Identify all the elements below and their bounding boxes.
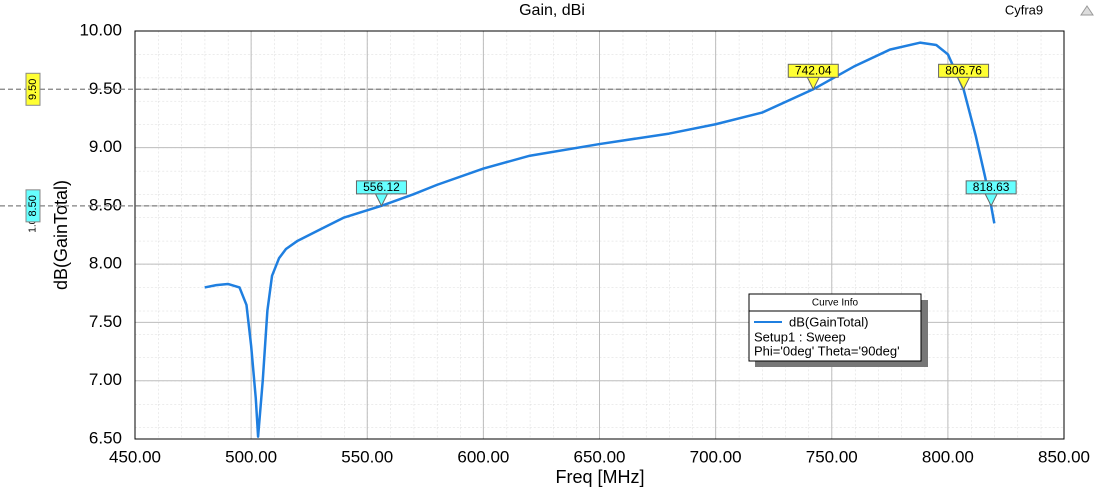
x-tick-label: 700.00 — [690, 447, 742, 466]
reference-label-box — [25, 189, 41, 223]
y-tick-label: 6.50 — [89, 428, 122, 447]
corner-label: Cyfra9 — [1005, 2, 1043, 17]
y-tick-label: 8.50 — [89, 195, 122, 214]
y-tick-label: 10.00 — [79, 20, 122, 39]
series-line — [204, 41, 996, 438]
reference-label: 9.50 — [27, 79, 39, 100]
x-tick-label: 850.00 — [1038, 447, 1090, 466]
x-tick-label: 750.00 — [806, 447, 858, 466]
y-tick-label: 7.50 — [89, 312, 122, 331]
y-tick-label: 7.00 — [89, 370, 122, 389]
x-tick-label: 500.00 — [225, 447, 277, 466]
y-tick-label: 8.00 — [89, 254, 122, 273]
legend-note: Phi='0deg' Theta='90deg' — [754, 343, 900, 358]
x-tick-label: 600.00 — [457, 447, 509, 466]
reference-label-box — [25, 72, 41, 106]
legend-label: dB(GainTotal) — [789, 314, 868, 329]
x-axis-label: Freq [MHz] — [555, 467, 644, 487]
marker-label: 818.63 — [973, 180, 1010, 194]
x-tick-label: 800.00 — [922, 447, 974, 466]
marker-label-box — [965, 180, 1017, 195]
marker-label: 556.12 — [363, 180, 400, 194]
corner-icon — [1080, 5, 1094, 16]
x-tick-label: 650.00 — [574, 447, 626, 466]
marker-label: 806.76 — [945, 63, 982, 77]
hline-note: 1.00 — [28, 213, 39, 233]
marker-label-box — [787, 63, 839, 78]
legend-note: Setup1 : Sweep — [754, 329, 846, 344]
marker-label: 742.04 — [795, 63, 832, 77]
plot-frame — [134, 30, 1065, 440]
legend: Curve Info dB(GainTotal)Setup1 : SweepPhi… — [748, 293, 928, 367]
reference-label: 8.50 — [27, 195, 39, 216]
legend-title: Curve Info — [812, 298, 859, 309]
plot-layer: 450.00 500.00 550.00 600.00 650.00 700.00 750.… — [0, 20, 1090, 466]
chart-title: Gain, dBi — [519, 2, 585, 19]
legend-box — [748, 293, 922, 362]
x-tick-label: 550.00 — [341, 447, 393, 466]
y-tick-label: 9.00 — [89, 137, 122, 156]
marker-label-box — [355, 180, 407, 195]
x-tick-label: 450.00 — [109, 447, 161, 466]
y-axis-label: dB(GainTotal) — [51, 180, 71, 290]
y-tick-label: 9.50 — [89, 79, 122, 98]
marker-label-box — [938, 63, 990, 78]
